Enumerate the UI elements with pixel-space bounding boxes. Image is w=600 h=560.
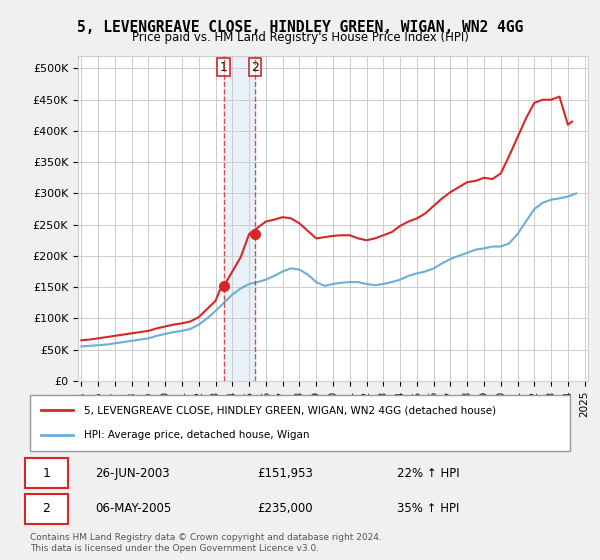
FancyBboxPatch shape [30, 395, 570, 451]
Text: HPI: Average price, detached house, Wigan: HPI: Average price, detached house, Wiga… [84, 430, 310, 440]
Bar [224, 56, 255, 381]
FancyBboxPatch shape [25, 458, 68, 488]
Text: £151,953: £151,953 [257, 466, 313, 480]
Text: 2: 2 [42, 502, 50, 515]
Text: 1: 1 [42, 466, 50, 480]
Text: 35% ↑ HPI: 35% ↑ HPI [397, 502, 460, 515]
Text: Contains HM Land Registry data © Crown copyright and database right 2024.
This d: Contains HM Land Registry data © Crown c… [30, 533, 382, 553]
Text: 06-MAY-2005: 06-MAY-2005 [95, 502, 171, 515]
Text: 22% ↑ HPI: 22% ↑ HPI [397, 466, 460, 480]
Text: 5, LEVENGREAVE CLOSE, HINDLEY GREEN, WIGAN, WN2 4GG (detached house): 5, LEVENGREAVE CLOSE, HINDLEY GREEN, WIG… [84, 405, 496, 416]
Text: 26-JUN-2003: 26-JUN-2003 [95, 466, 169, 480]
Text: 5, LEVENGREAVE CLOSE, HINDLEY GREEN, WIGAN, WN2 4GG: 5, LEVENGREAVE CLOSE, HINDLEY GREEN, WIG… [77, 20, 523, 35]
Text: Price paid vs. HM Land Registry's House Price Index (HPI): Price paid vs. HM Land Registry's House … [131, 31, 469, 44]
Text: £235,000: £235,000 [257, 502, 313, 515]
Text: 2: 2 [251, 61, 259, 74]
Text: 1: 1 [220, 61, 227, 74]
FancyBboxPatch shape [25, 494, 68, 524]
